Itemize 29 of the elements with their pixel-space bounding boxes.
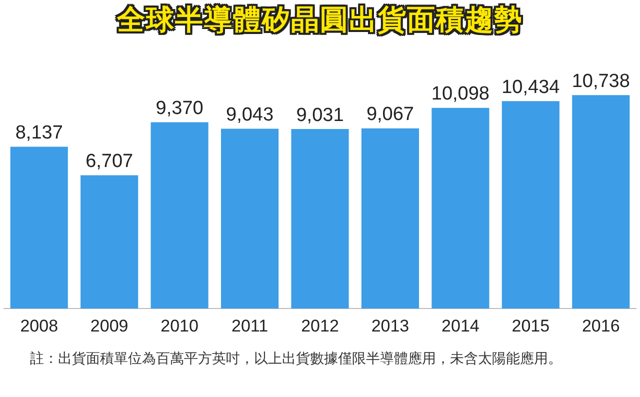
- x-tick-label: 2012: [301, 316, 339, 336]
- data-label: 9,370: [156, 98, 204, 120]
- data-label: 9,043: [226, 104, 274, 126]
- bar: [291, 129, 349, 309]
- text: 註：出貨面積單位為百萬平方英吋，以上出貨數據僅限半導體應用，未含太陽能應用。: [29, 350, 563, 369]
- x-tick-label: 2009: [90, 316, 128, 336]
- x-tick-label: 2011: [231, 316, 268, 336]
- bar: [220, 128, 279, 309]
- x-tick-label: 2014: [442, 316, 480, 336]
- data-label: 9,031: [296, 104, 344, 126]
- data-label: 6,707: [86, 150, 134, 172]
- x-tick-label: 2016: [582, 316, 620, 336]
- bar: [432, 108, 490, 309]
- bar: [361, 128, 420, 309]
- bar: [80, 175, 138, 309]
- data-label: 10,434: [502, 76, 560, 98]
- data-label: 10,738: [572, 70, 630, 92]
- data-label: 9,067: [366, 104, 414, 126]
- x-tick-label: 2013: [371, 316, 410, 336]
- bar: [572, 95, 630, 309]
- x-tick-label: 2008: [20, 316, 58, 336]
- chart-title: 全球半導體矽晶圓出貨面積趨勢: [116, 2, 524, 38]
- x-tick-label: 2010: [160, 316, 198, 336]
- bar: [502, 101, 560, 309]
- x-tick-label: 2015: [512, 316, 550, 336]
- data-label: 10,098: [431, 84, 490, 105]
- bar: [150, 122, 208, 309]
- bar: [10, 146, 68, 309]
- data-label: 8,137: [15, 122, 63, 144]
